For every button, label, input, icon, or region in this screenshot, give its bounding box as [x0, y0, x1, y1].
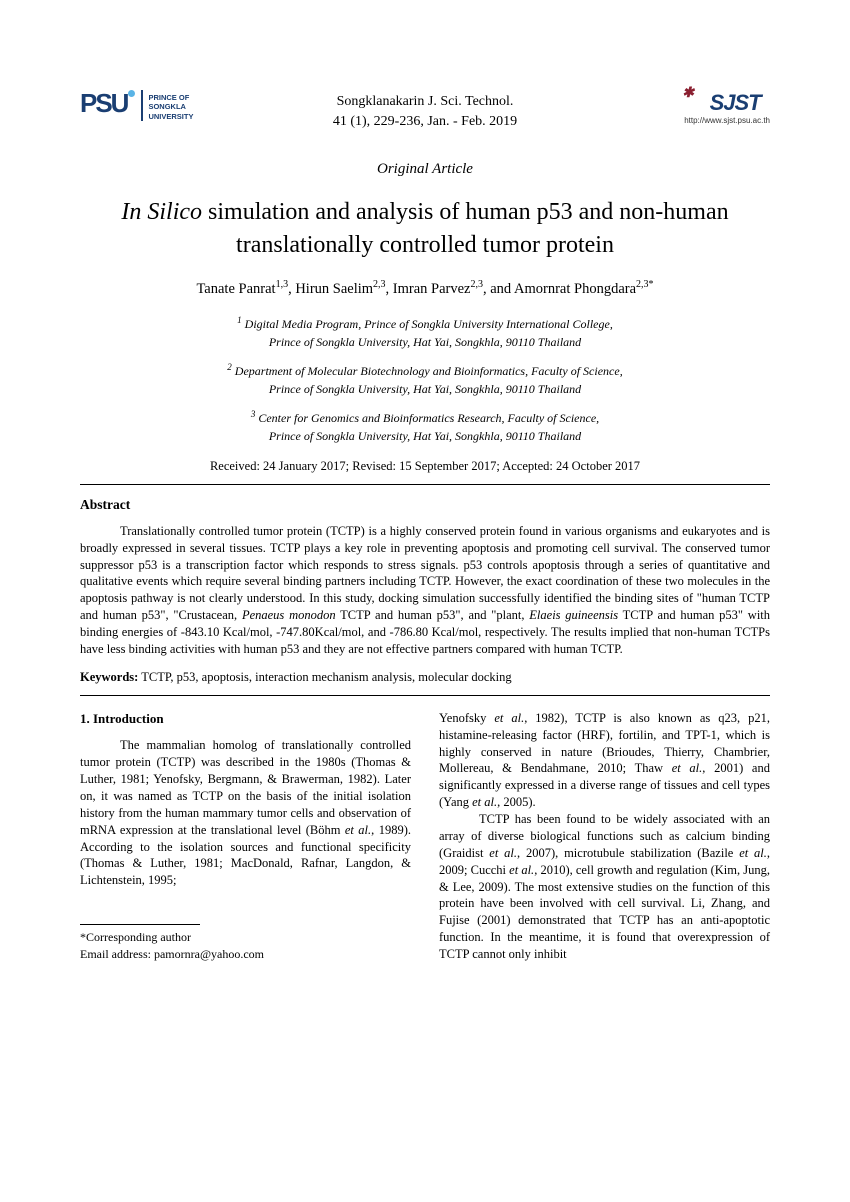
divider	[80, 695, 770, 696]
authors: Tanate Panrat1,3, Hirun Saelim2,3, Imran…	[80, 279, 770, 298]
intro-heading: 1. Introduction	[80, 710, 411, 728]
psu-letters: PSU	[80, 88, 127, 118]
title-italic: In Silico	[121, 199, 202, 225]
journal-issue: 41 (1), 229-236, Jan. - Feb. 2019	[230, 112, 620, 132]
keywords-label: Keywords:	[80, 670, 138, 684]
psu-label-3: UNIVERSITY	[148, 112, 193, 121]
journal-info: Songklanakarin J. Sci. Technol. 41 (1), …	[230, 90, 620, 131]
article-type: Original Article	[80, 161, 770, 178]
divider	[80, 484, 770, 485]
journal-name: Songklanakarin J. Sci. Technol.	[230, 92, 620, 112]
corresponding-author: *Corresponding author Email address: pam…	[80, 929, 411, 963]
abstract-heading: Abstract	[80, 497, 770, 513]
footnote-rule	[80, 924, 200, 925]
intro-paragraph-2a: Yenofsky et al., 1982), TCTP is also kno…	[439, 710, 770, 811]
article-title: In Silico simulation and analysis of hum…	[80, 196, 770, 261]
publication-dates: Received: 24 January 2017; Revised: 15 S…	[80, 459, 770, 474]
corresponding-email: Email address: pamornra@yahoo.com	[80, 946, 411, 963]
keywords-text: TCTP, p53, apoptosis, interaction mechan…	[138, 670, 511, 684]
body-columns: 1. Introduction The mammalian homolog of…	[80, 710, 770, 963]
keywords: Keywords: TCTP, p53, apoptosis, interact…	[80, 670, 770, 685]
sjst-logo: ✱ SJST http://www.sjst.psu.ac.th	[620, 90, 770, 127]
molecule-icon: ✱	[682, 84, 693, 101]
sjst-url: http://www.sjst.psu.ac.th	[684, 116, 770, 125]
psu-logo: PSU PRINCE OF SONGKLA UNIVERSITY	[80, 90, 230, 121]
psu-label-1: PRINCE OF	[148, 93, 193, 102]
psu-label-2: SONGKLA	[148, 102, 193, 111]
sjst-text: SJST	[710, 90, 761, 115]
affiliations: 1 Digital Media Program, Prince of Songk…	[80, 314, 770, 445]
intro-paragraph-2b: TCTP has been found to be widely associa…	[439, 811, 770, 963]
abstract-text: Translationally controlled tumor protein…	[80, 523, 770, 658]
title-rest: simulation and analysis of human p53 and…	[202, 199, 729, 257]
corresponding-label: *Corresponding author	[80, 929, 411, 946]
intro-paragraph-1: The mammalian homolog of translationally…	[80, 737, 411, 889]
